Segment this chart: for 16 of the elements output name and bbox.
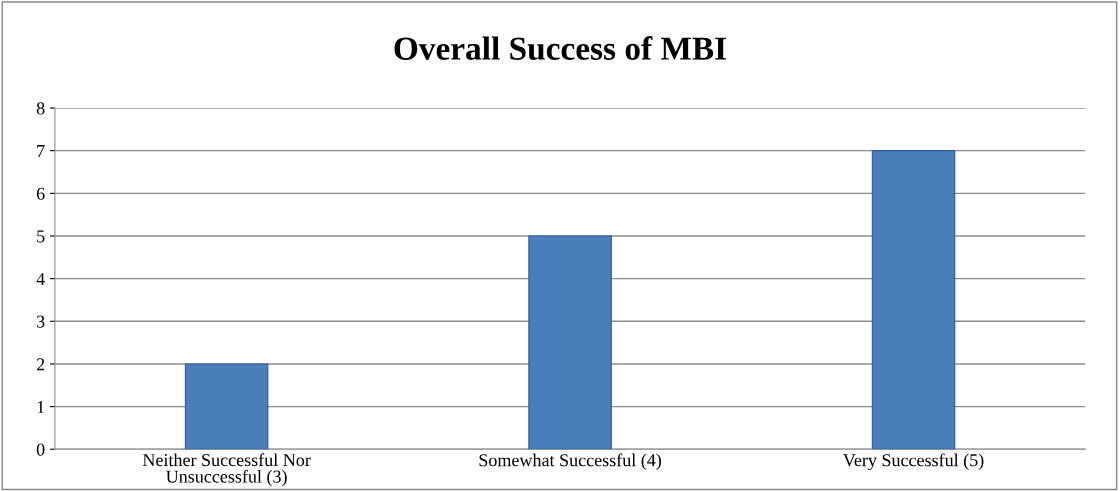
y-tick-label: 1 <box>37 400 45 413</box>
y-tick-label: 7 <box>37 145 45 157</box>
x-tick-label: Very Successful (5) <box>843 453 984 471</box>
y-tick-label: 0 <box>36 443 45 456</box>
x-tick-label: Somewhat Successful (4) <box>479 453 662 470</box>
y-tick-label: 5 <box>37 230 45 243</box>
y-tick-label: 6 <box>36 187 45 200</box>
y-tick-label: 8 <box>36 102 45 115</box>
chart-title: Overall Success of MBI <box>394 36 726 60</box>
y-tick-label: 2 <box>36 358 45 371</box>
bar <box>528 235 612 450</box>
y-tick-label: 3 <box>36 315 45 328</box>
bar <box>184 363 269 450</box>
y-tick-label: 4 <box>36 273 45 285</box>
bar <box>871 150 956 450</box>
x-tick-label: Neither Successful Nor Unsuccessful (3) <box>142 453 311 487</box>
